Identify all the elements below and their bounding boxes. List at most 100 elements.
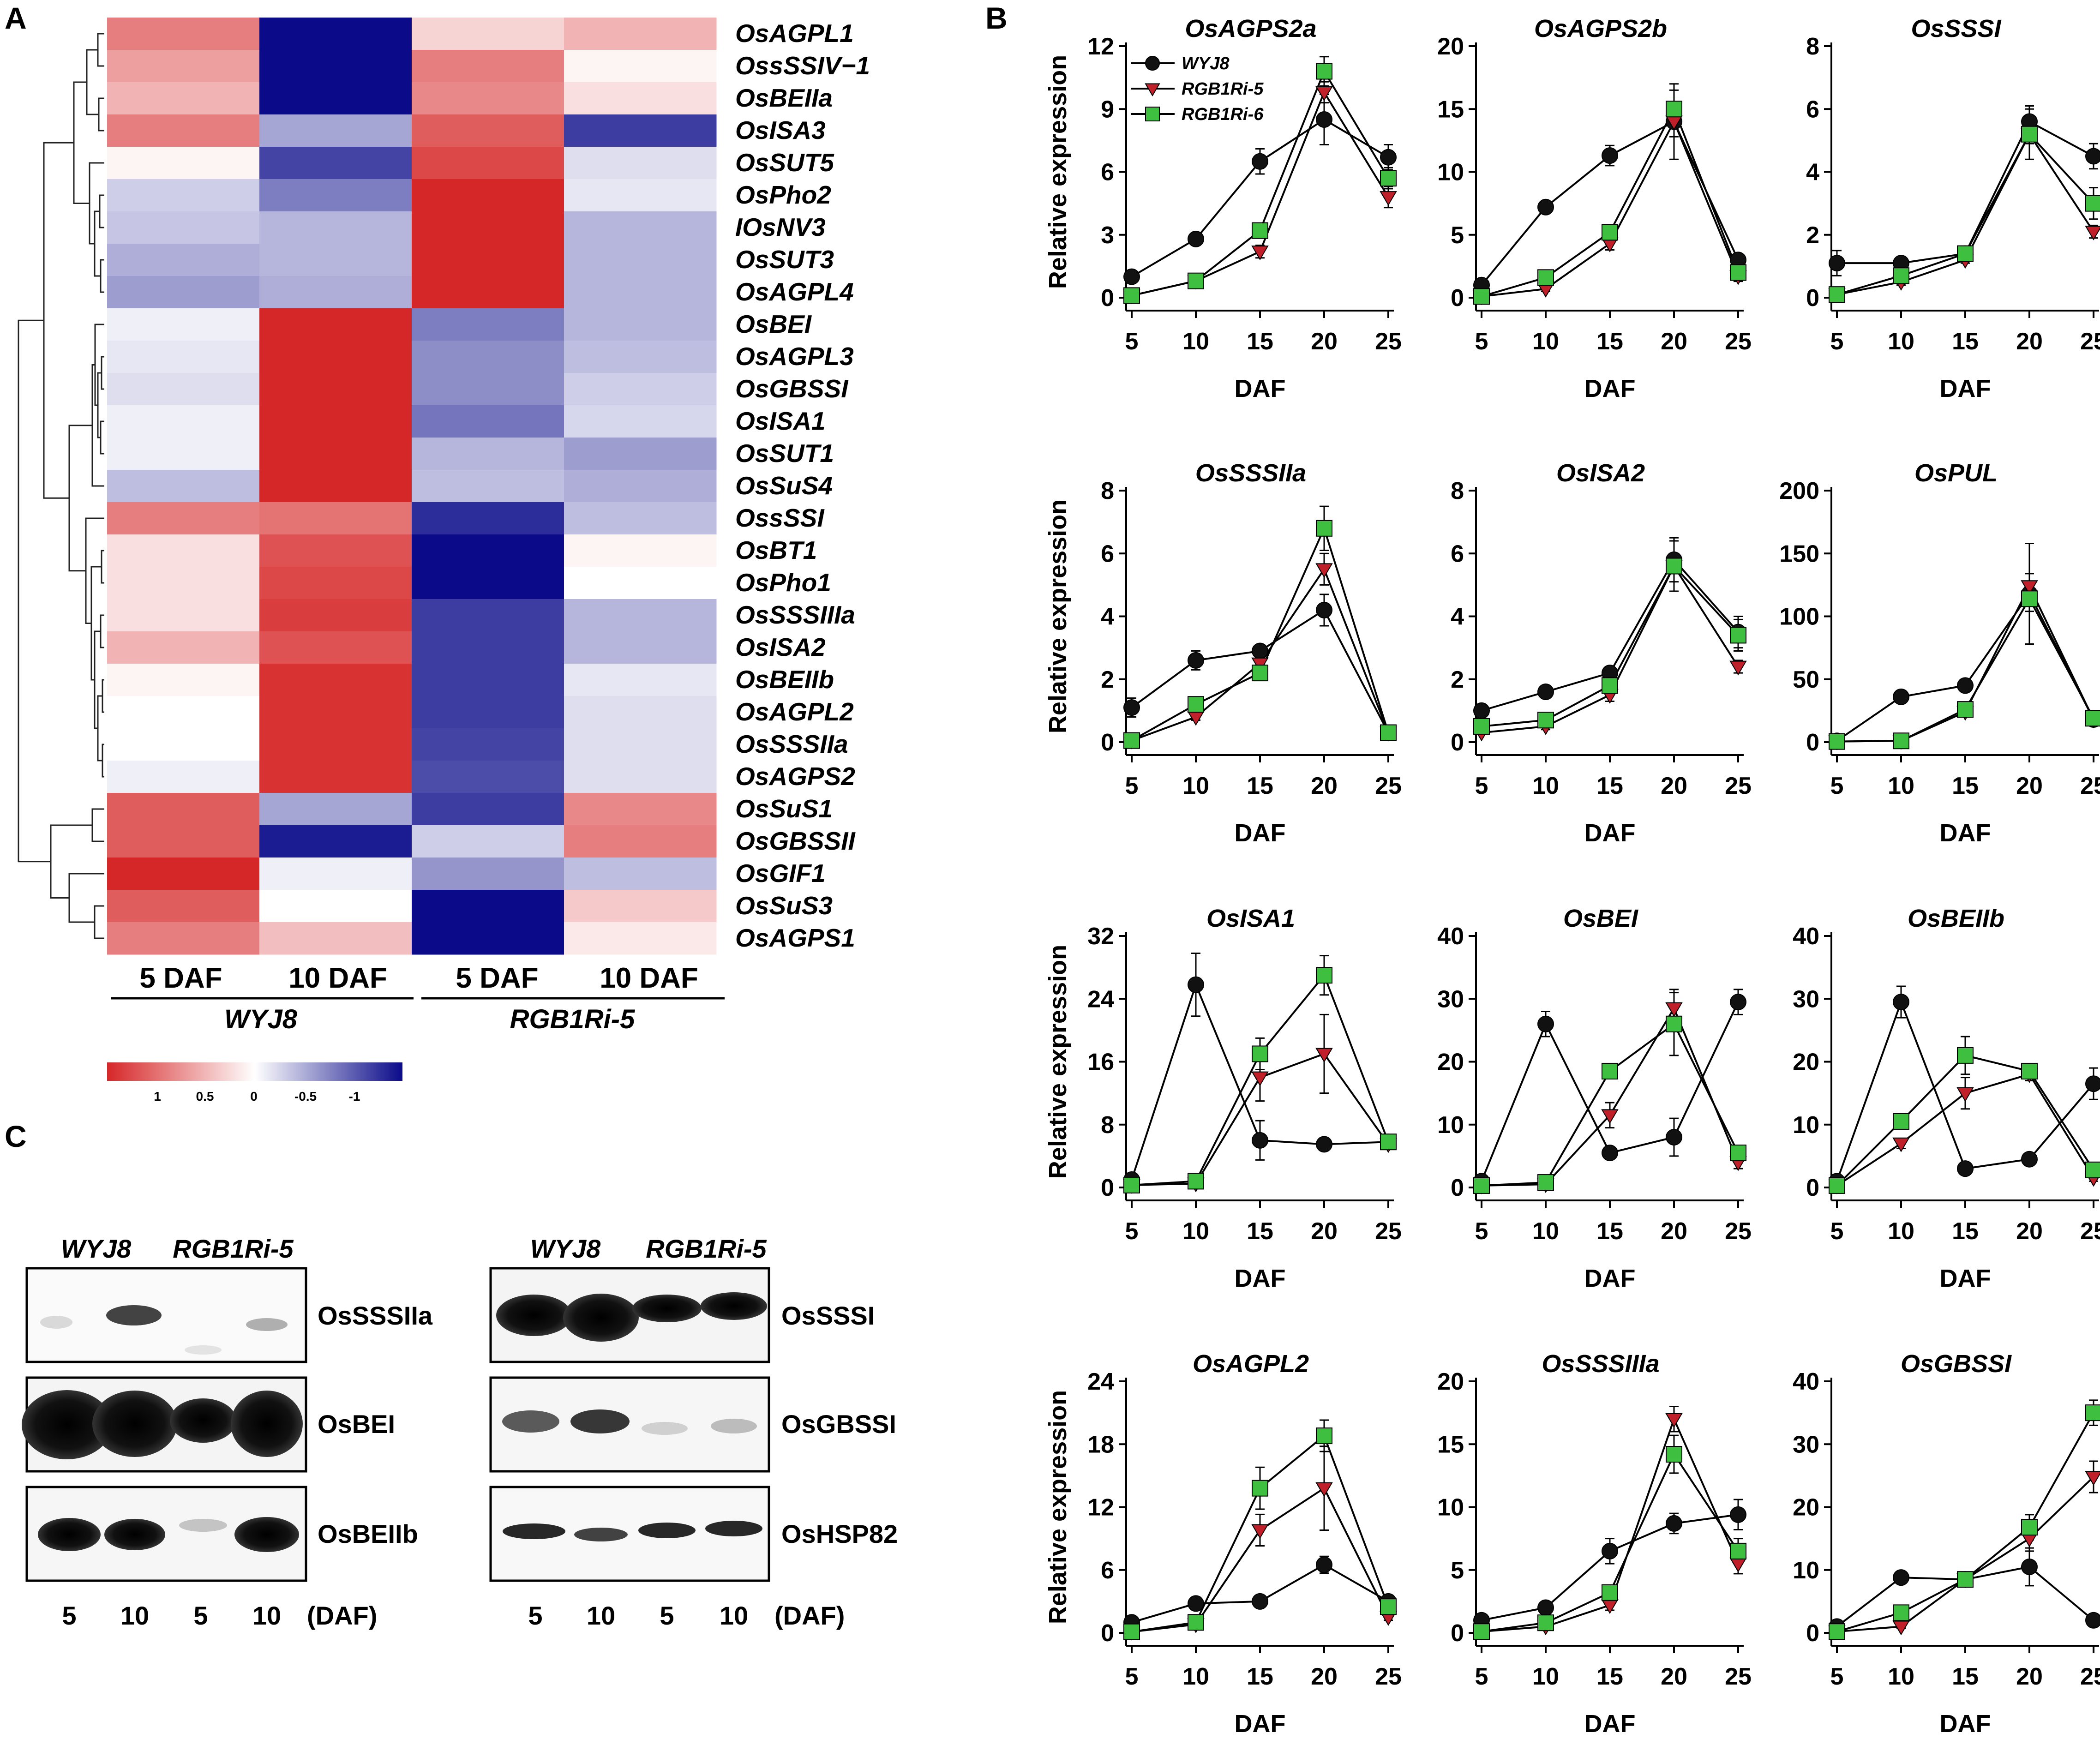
dendrogram-branch (100, 420, 104, 455)
rgb1ri6-marker (1537, 1174, 1554, 1191)
heatmap-cell (107, 599, 260, 632)
heatmap-cell (259, 308, 412, 341)
heatmap-cell (107, 922, 260, 955)
western-protein-label: OsHSP82 (781, 1519, 898, 1548)
wyj8-marker (2085, 148, 2100, 165)
blot-band (246, 1318, 288, 1331)
dendrogram-branch (94, 324, 104, 406)
blot-band (503, 1523, 565, 1539)
y-tick-label: 4 (1451, 604, 1464, 630)
heatmap-cell (259, 147, 412, 180)
western-lane-unit: (DAF) (774, 1601, 845, 1630)
dendrogram-branch (101, 356, 104, 390)
heatmap-cell (259, 50, 412, 83)
wyj8-marker (1252, 1593, 1268, 1610)
x-axis-label: DAF (1940, 819, 1991, 847)
x-tick-label: 5 (1830, 1663, 1844, 1690)
y-tick-label: 20 (1437, 33, 1464, 60)
y-tick-label: 40 (1793, 923, 1819, 950)
wyj8-marker (1537, 1599, 1554, 1616)
dendrogram-branch (100, 259, 104, 293)
wyj8-marker (1602, 147, 1618, 164)
rgb1ri6-marker (1893, 1113, 1909, 1130)
heatmap-cell (259, 761, 412, 793)
heatmap-cell (564, 341, 717, 373)
x-tick-label: 25 (1725, 328, 1752, 355)
rgb1ri6-marker (1602, 677, 1618, 694)
y-tick-label: 24 (1087, 1368, 1114, 1395)
wyj8-marker (1316, 1556, 1332, 1573)
x-tick-label: 10 (1182, 1218, 1209, 1245)
heatmap-gene-label: OsGIF1 (735, 859, 826, 887)
rgb1ri6-marker (1123, 1623, 1140, 1640)
heatmap-cell (412, 599, 564, 632)
heatmap-cell (564, 405, 717, 438)
plot-title: OsBEI (1563, 905, 1638, 932)
y-tick-label: 8 (1451, 478, 1464, 504)
heatmap-gene-label: OsAGPL1 (735, 19, 854, 48)
dendrogram-branch (102, 679, 104, 713)
x-tick-label: 25 (2080, 773, 2100, 799)
heatmap-group-rgb: RGB1Ri-5 (510, 1004, 635, 1034)
heatmap-cell (564, 696, 717, 729)
heatmap-gene-label: OsSuS4 (735, 471, 833, 500)
rgb1ri6-marker (1730, 1145, 1746, 1162)
heatmap-cell (412, 567, 564, 600)
wyj8-marker (1123, 268, 1140, 285)
y-tick-label: 20 (1437, 1368, 1464, 1395)
rgb1ri5-marker (1251, 246, 1269, 261)
x-tick-label: 10 (1532, 1663, 1559, 1690)
x-tick-label: 20 (1661, 328, 1687, 355)
y-tick-label: 15 (1437, 96, 1464, 123)
heatmap-cell (107, 696, 260, 729)
plot-legend: WYJ8 RGB1Ri-5 RGB1Ri-6 (1182, 54, 1264, 124)
rgb1ri6-marker (1957, 701, 1974, 718)
x-tick-label: 10 (1532, 773, 1559, 799)
western-group-rgb: RGB1Ri-5 (173, 1234, 294, 1263)
rgb1ri6-marker (1252, 222, 1268, 239)
wyj8-marker (1829, 255, 1845, 272)
heatmap-cell (564, 147, 717, 180)
line-chart: 0 10 20 30 40 5 10 15 20 25 OsBEIIb DAF (1793, 905, 2100, 1292)
wyj8-marker (1537, 198, 1554, 216)
heatmap-gene-label: OsISA2 (735, 633, 826, 661)
heatmap-cell (259, 825, 412, 858)
x-tick-label: 15 (1247, 328, 1273, 355)
x-tick-label: 20 (1661, 1663, 1687, 1690)
heatmap-cell (107, 728, 260, 761)
blot-band (502, 1410, 559, 1433)
heatmap-cell (107, 793, 260, 826)
heatmap-cell (107, 50, 260, 83)
rgb1ri5-marker (1315, 86, 1333, 101)
heatmap-cell (107, 114, 260, 147)
heatmap-cell (107, 276, 260, 309)
heatmap-gene-label: OsSuS1 (735, 794, 833, 823)
heatmap-gene-label: OsAGPS1 (735, 923, 855, 952)
legend-markers (1131, 56, 1175, 121)
western-group-rgb: RGB1Ri-5 (646, 1234, 767, 1263)
heatmap-gene-label: OsISA3 (735, 116, 826, 144)
heatmap-cell (259, 599, 412, 632)
heatmap-cell (259, 631, 412, 664)
rgb1ri6-marker (1829, 1177, 1845, 1194)
dendrogram-branch (91, 808, 104, 842)
plot-title: OsSSSI (1911, 15, 2001, 42)
x-tick-label: 5 (1125, 328, 1139, 355)
heatmap-cell (107, 18, 260, 50)
y-tick-label: 0 (1451, 285, 1464, 312)
rgb1ri6-marker (1893, 1604, 1909, 1621)
blot-band (40, 1316, 72, 1329)
panel-letter-b: B (985, 1, 1008, 35)
blot-band (231, 1391, 303, 1457)
rgb1ri5-marker (1665, 1002, 1683, 1017)
western-right: WYJ8 RGB1Ri-5 OsSSSI OsGBSSI OsHSP82 5 1… (489, 1234, 898, 1630)
y-tick-label: 0 (1101, 729, 1114, 756)
wyj8-marker (1188, 1595, 1204, 1612)
rgb1ri5-marker (1729, 660, 1747, 676)
heatmap-cell (412, 82, 564, 115)
rgb1ri6-marker (1380, 1133, 1397, 1151)
western-group-wyj8: WYJ8 (530, 1234, 601, 1263)
rgb1ri6-marker (1666, 1446, 1682, 1463)
blot-band (170, 1398, 236, 1443)
heatmap-cell (107, 405, 260, 438)
